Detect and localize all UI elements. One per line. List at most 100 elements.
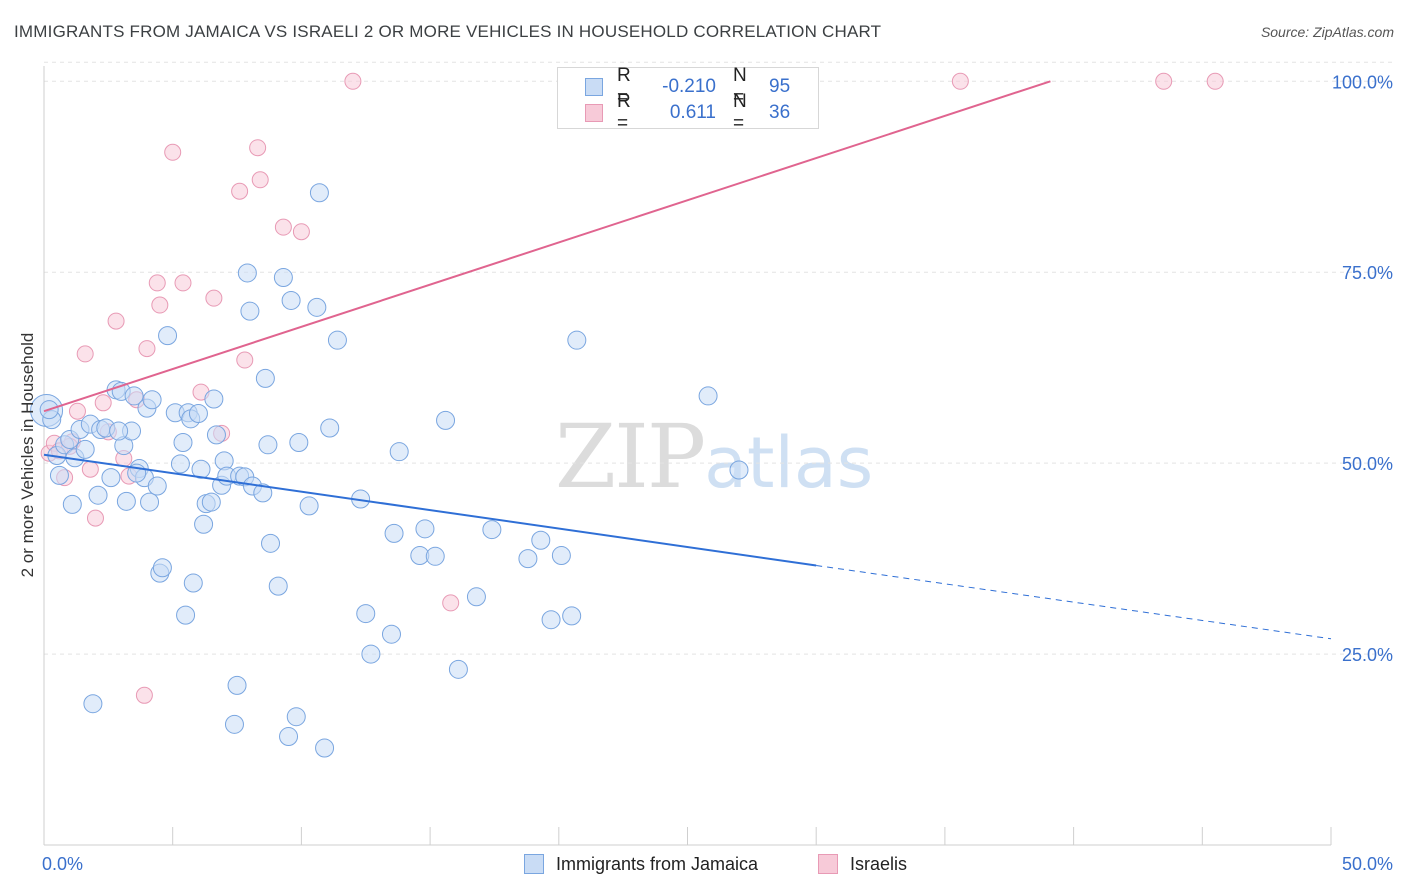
israeli-point	[249, 139, 267, 157]
jamaica-point	[286, 707, 306, 727]
jamaica-point	[75, 439, 95, 459]
jamaica-point	[158, 326, 178, 346]
israeli-point	[174, 274, 192, 292]
jamaica-point	[466, 587, 486, 607]
jamaica-point	[541, 610, 561, 630]
jamaica-point	[101, 468, 121, 488]
jamaica-point	[227, 675, 247, 695]
y-tick-label: 100.0%	[1332, 72, 1393, 92]
jamaica-trend-line	[43, 453, 817, 567]
jamaica-point	[281, 290, 301, 310]
jamaica-point	[389, 442, 409, 462]
legend-label-israeli: Israelis	[850, 853, 908, 874]
n-label: N =	[733, 65, 747, 108]
jamaica-point	[415, 519, 435, 539]
israeli-point	[94, 394, 112, 412]
jamaica-point	[562, 606, 582, 626]
israeli-swatch	[585, 104, 603, 122]
jamaica-point	[315, 738, 335, 758]
jamaica-point	[356, 604, 376, 624]
israeli-point	[107, 312, 125, 330]
jamaica-point	[255, 368, 275, 388]
jamaica-point	[307, 297, 327, 317]
jamaica-point	[567, 330, 587, 350]
israeli-point	[135, 686, 153, 704]
israeli-point	[442, 594, 460, 612]
israeli-point	[344, 72, 362, 90]
israeli-point	[148, 274, 166, 292]
jamaica-point	[253, 483, 273, 503]
jamaica-point	[273, 268, 293, 288]
jamaica-point	[194, 514, 214, 534]
jamaica-point	[299, 496, 319, 516]
jamaica-point	[183, 573, 203, 593]
jamaica-point	[729, 460, 749, 480]
jamaica-point	[124, 386, 144, 406]
israeli-point	[86, 509, 104, 527]
israeli-point	[76, 345, 94, 363]
legend-item-jamaica: Immigrants from Jamaica	[524, 851, 758, 877]
r-value-jamaica: -0.210	[662, 76, 716, 97]
israeli-point	[251, 171, 269, 189]
jamaica-point	[142, 390, 162, 410]
jamaica-point	[258, 435, 278, 455]
y-tick-label: 75.0%	[1342, 263, 1393, 283]
jamaica-point	[224, 714, 244, 734]
israeli-point	[236, 351, 254, 369]
jamaica-point	[518, 549, 538, 569]
israeli-trend-line	[43, 80, 1051, 413]
israeli-point	[292, 223, 310, 241]
israeli-point	[951, 72, 969, 90]
israeli-point	[205, 289, 223, 307]
jamaica-point	[309, 183, 329, 203]
jamaica-point	[83, 694, 103, 714]
chart-title: IMMIGRANTS FROM JAMAICA VS ISRAELI 2 OR …	[14, 22, 882, 41]
jamaica-point	[147, 476, 167, 496]
source-label: Source: ZipAtlas.com	[1260, 24, 1394, 40]
jamaica-point	[140, 492, 160, 512]
jamaica-point	[201, 492, 221, 512]
jamaica-point	[551, 546, 571, 566]
y-tick-label: 25.0%	[1342, 645, 1393, 665]
jamaica-point	[436, 410, 456, 430]
n-value-jamaica: 95	[769, 76, 791, 97]
jamaica-point	[261, 533, 281, 553]
correlation-legend: R = -0.210 N = 95 R = 0.611 N = 36	[557, 65, 819, 134]
jamaica-point	[176, 605, 196, 625]
israeli-point	[231, 182, 249, 200]
jamaica-point	[320, 418, 340, 438]
r-label: R =	[617, 65, 631, 108]
jamaica-point	[482, 520, 502, 540]
jamaica-point	[448, 659, 468, 679]
watermark-zip: ZIP	[555, 405, 706, 508]
jamaica-point	[327, 330, 347, 350]
jamaica-point	[279, 727, 299, 747]
jamaica-point	[237, 263, 257, 283]
jamaica-point	[531, 530, 551, 550]
jamaica-point	[204, 389, 224, 409]
jamaica-point	[381, 624, 401, 644]
jamaica-point	[109, 421, 129, 441]
jamaica-point	[173, 433, 193, 453]
r-value-israeli: 0.611	[669, 102, 716, 123]
jamaica-point	[88, 485, 108, 505]
jamaica-point	[152, 558, 172, 578]
jamaica-point	[268, 576, 288, 596]
jamaica-point	[240, 301, 260, 321]
jamaica-legend-swatch	[524, 854, 544, 874]
israeli-point	[68, 402, 86, 420]
israeli-point	[81, 460, 99, 478]
jamaica-point	[425, 546, 445, 566]
jamaica-point	[116, 491, 136, 511]
israeli-point	[1155, 72, 1173, 90]
jamaica-point	[188, 403, 208, 423]
jamaica-point	[384, 523, 404, 543]
series-legend: Immigrants from Jamaica Israelis	[0, 851, 1406, 877]
x-tick-label: 50.0%	[1342, 854, 1393, 874]
jamaica-point	[62, 494, 82, 514]
israeli-point	[164, 143, 182, 161]
n-value-israeli: 36	[769, 102, 791, 123]
jamaica-point	[289, 433, 309, 453]
israeli-point	[1206, 72, 1224, 90]
